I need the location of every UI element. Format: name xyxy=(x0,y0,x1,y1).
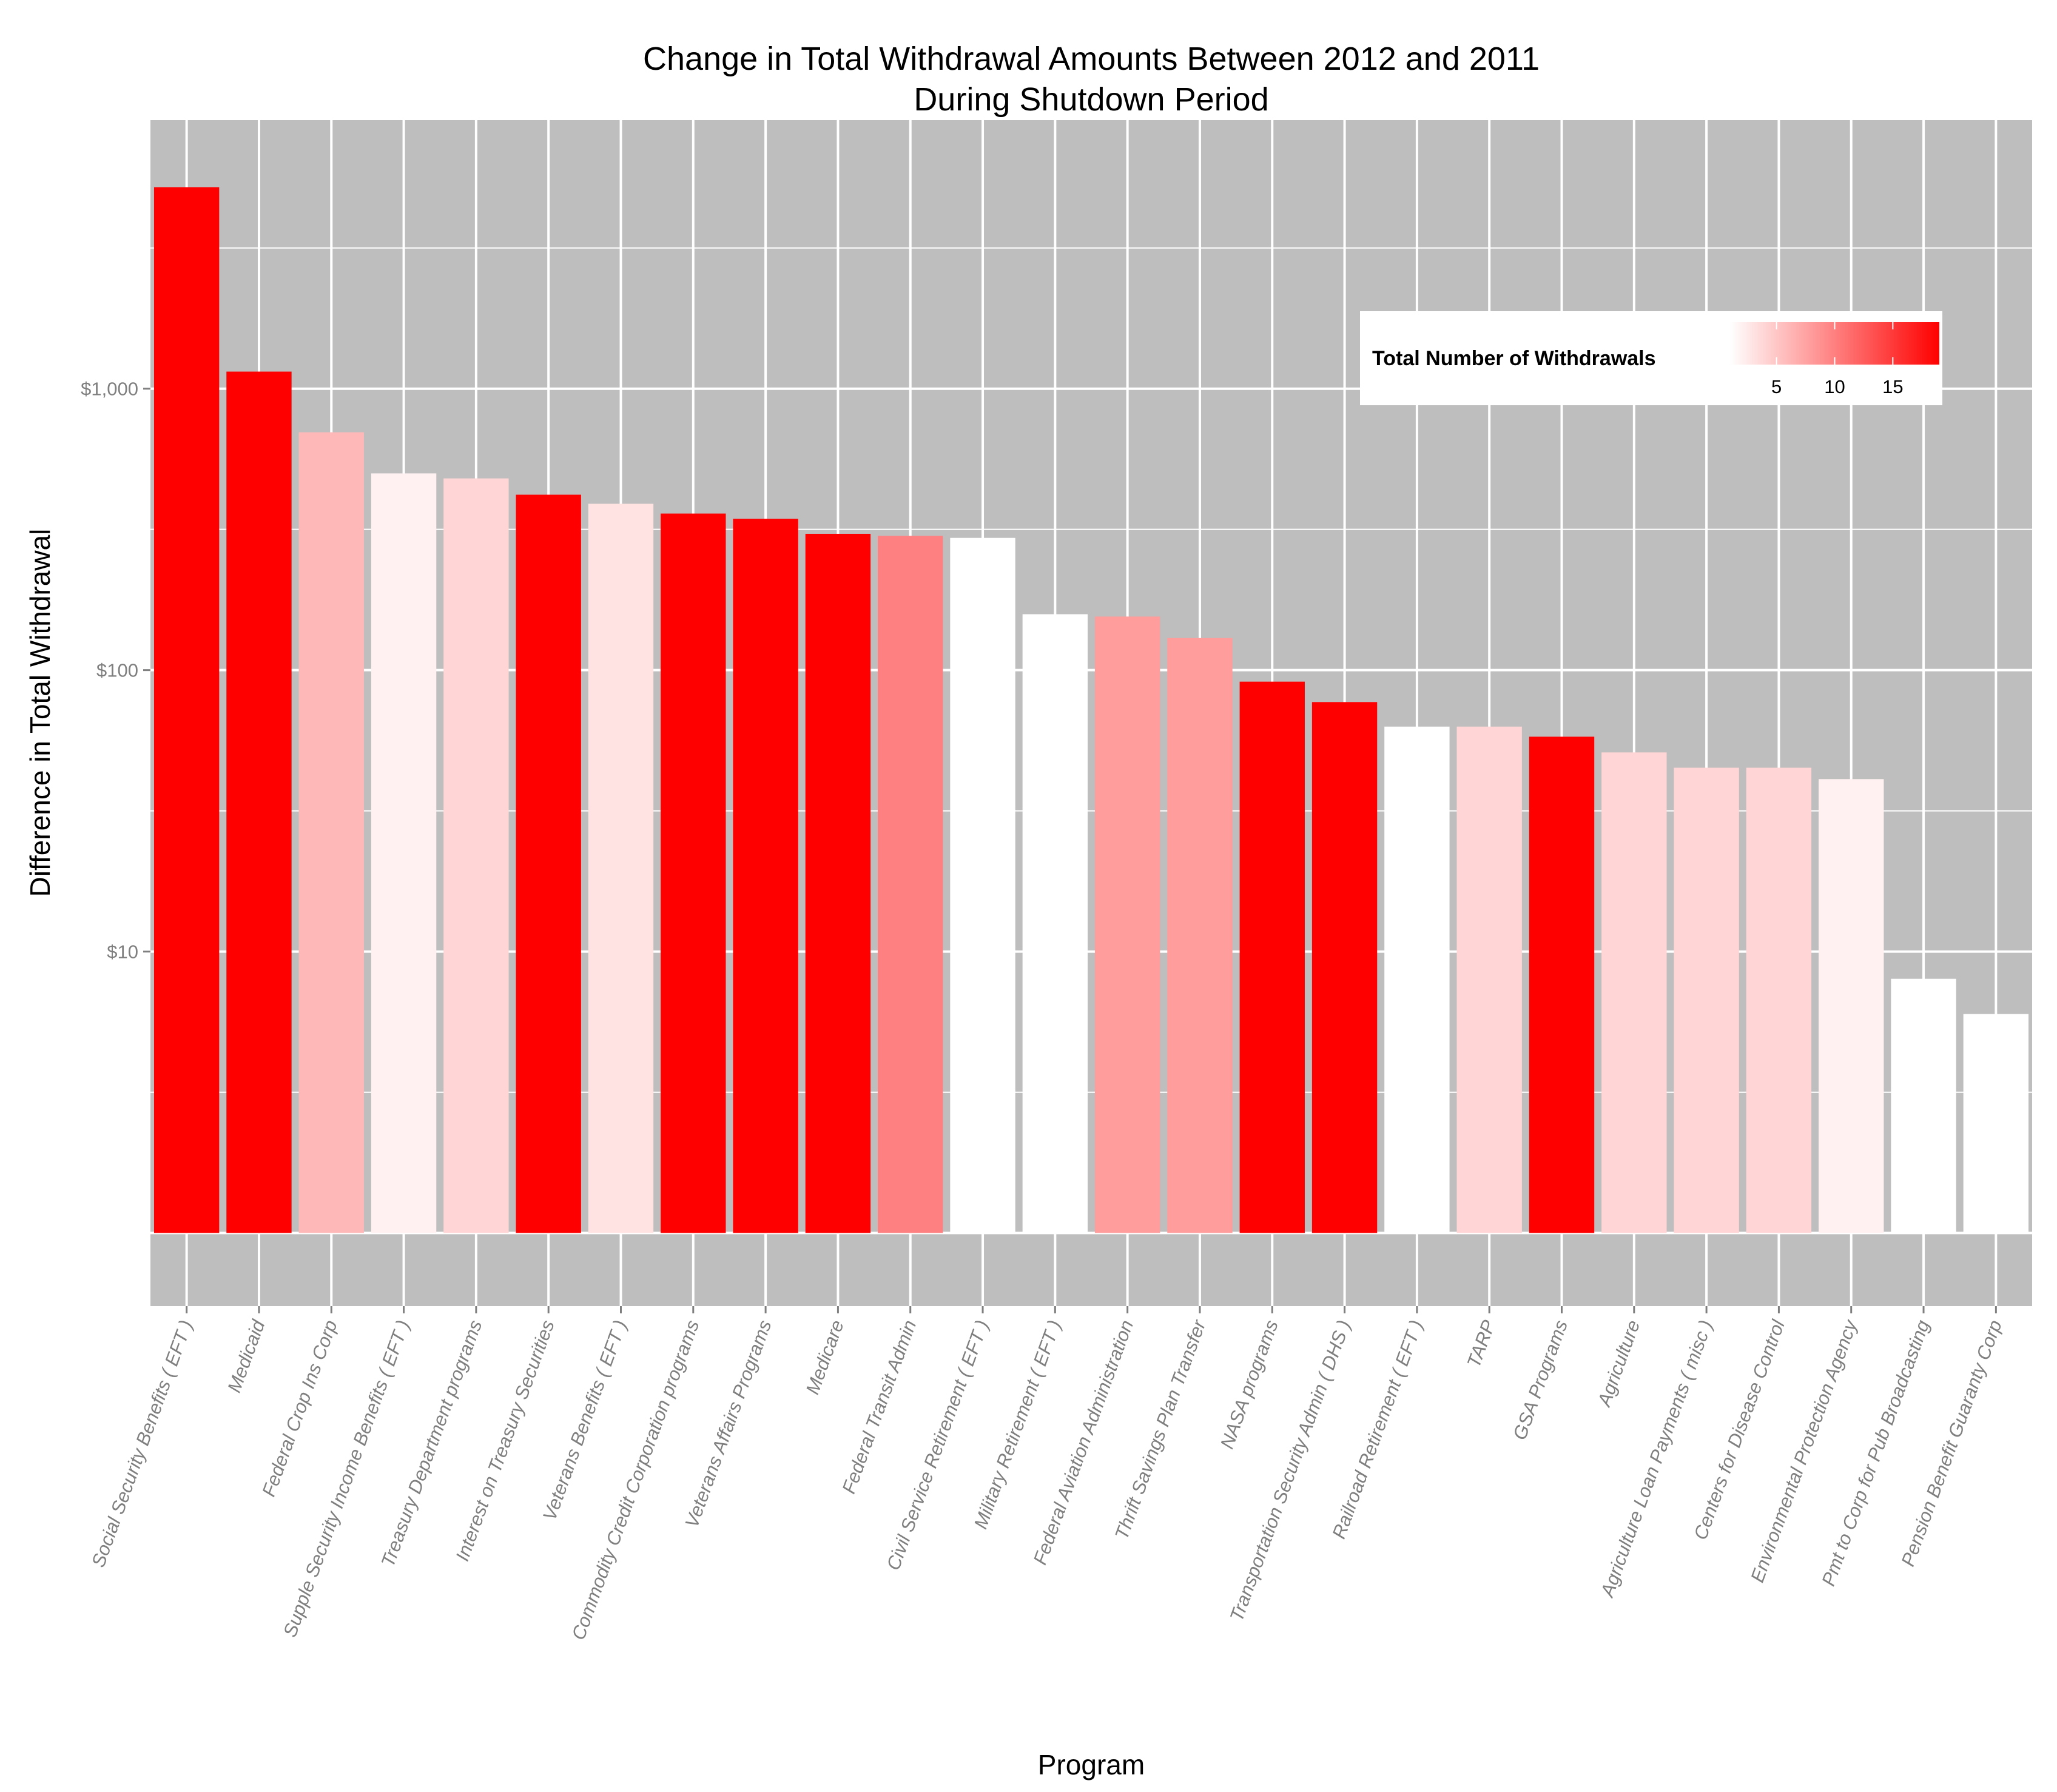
legend: Total Number of Withdrawals 5 10 15 xyxy=(1360,311,1942,405)
bar xyxy=(516,494,581,1233)
bar xyxy=(1529,736,1595,1233)
bar xyxy=(1311,702,1378,1233)
bar xyxy=(443,478,509,1233)
bar xyxy=(1456,726,1522,1233)
bar xyxy=(153,187,220,1233)
bar xyxy=(226,371,292,1233)
bar xyxy=(1384,726,1450,1233)
bar xyxy=(1239,681,1305,1233)
bar xyxy=(1167,638,1233,1233)
bar xyxy=(950,537,1015,1233)
y-tick-label: $1,000 xyxy=(81,379,138,400)
bar xyxy=(371,473,437,1233)
bar xyxy=(1022,614,1088,1233)
bar xyxy=(1601,752,1667,1233)
y-axis: $10 $100 $1,000 xyxy=(81,379,150,963)
chart-title: Change in Total Withdrawal Amounts Betwe… xyxy=(643,41,1540,77)
bar xyxy=(1094,616,1160,1233)
x-axis-title: Program xyxy=(1038,1749,1145,1780)
legend-break-label: 15 xyxy=(1882,376,1903,397)
bar xyxy=(588,504,654,1233)
legend-breaks: 5 10 15 xyxy=(1771,322,1904,397)
bar xyxy=(878,536,943,1233)
legend-break-label: 10 xyxy=(1824,376,1845,397)
chart-subtitle: During Shutdown Period xyxy=(914,81,1268,118)
bar xyxy=(805,533,871,1233)
bar xyxy=(733,519,798,1233)
bar xyxy=(1746,767,1812,1233)
bar xyxy=(1819,779,1884,1233)
bar xyxy=(661,513,726,1233)
bar xyxy=(1963,1014,2029,1233)
bar xyxy=(298,432,364,1233)
bars xyxy=(153,187,2029,1233)
bar xyxy=(1891,979,1956,1233)
y-axis-title: Difference in Total Withdrawal xyxy=(24,529,56,897)
y-tick-label: $10 xyxy=(107,941,138,963)
legend-break-label: 5 xyxy=(1771,376,1782,397)
legend-title: Total Number of Withdrawals xyxy=(1372,347,1656,370)
bar xyxy=(1674,767,1739,1233)
y-tick-label: $100 xyxy=(96,660,138,681)
